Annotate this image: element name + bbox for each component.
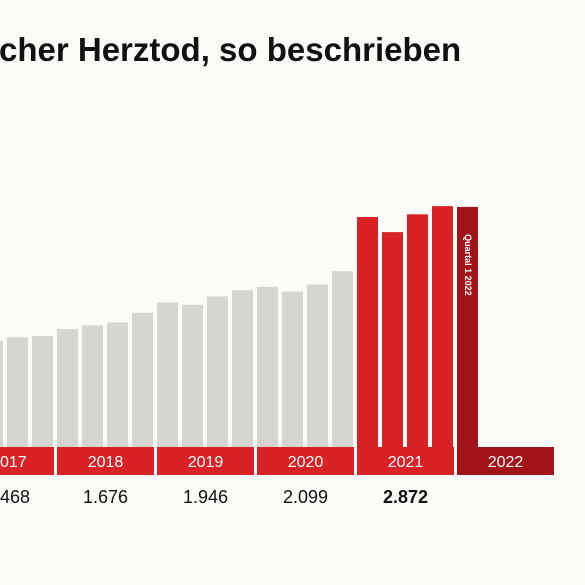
bar-2018-q2 — [82, 325, 103, 447]
bar-2020-q1 — [257, 286, 278, 447]
bar-2021-q2 — [382, 232, 403, 447]
bar-2020-q2 — [282, 291, 303, 447]
bar-2018-q1 — [57, 329, 78, 447]
year-total-2021: 2.872 — [383, 487, 428, 507]
bar-2021-q4 — [432, 206, 453, 447]
year-label-2018: 2018 — [88, 454, 124, 471]
year-band-2022 — [457, 447, 554, 475]
bar-2019-q3 — [207, 296, 228, 447]
year-band: 017 2018 2019 2020 2021 2022 — [0, 447, 554, 475]
year-band-2018 — [57, 447, 154, 475]
bar-2019-q1 — [157, 302, 178, 447]
bar-annotation: Quartal 1 2022 — [463, 234, 473, 296]
bar-2019-q4 — [232, 290, 253, 447]
bar-017-q4 — [32, 335, 53, 447]
year-band-2020 — [257, 447, 354, 475]
year-label-2021: 2021 — [388, 454, 424, 471]
year-total-017: 468 — [0, 487, 30, 507]
bar-2021-q1 — [357, 216, 378, 447]
year-total-2018: 1.676 — [83, 487, 128, 507]
bars: Quartal 1 2022 — [0, 206, 478, 447]
bar-2018-q3 — [107, 322, 128, 447]
bar-2019-q2 — [182, 304, 203, 447]
year-band-017 — [0, 447, 54, 475]
year-band-2019 — [157, 447, 254, 475]
chart-title: cher Herztod, so beschrieben — [0, 31, 461, 68]
year-totals: 468 1.676 1.946 2.099 2.872 — [0, 487, 428, 507]
bar-2020-q3 — [307, 284, 328, 447]
year-total-2019: 1.946 — [183, 487, 228, 507]
bar-2022-q1 — [457, 206, 478, 447]
year-total-2020: 2.099 — [283, 487, 328, 507]
bar-2020-q4 — [332, 271, 353, 447]
bar-017-q2 — [0, 340, 3, 447]
bar-2021-q3 — [407, 214, 428, 447]
year-label-017: 017 — [0, 454, 27, 471]
year-label-2020: 2020 — [288, 454, 324, 471]
year-band-2021 — [357, 447, 454, 475]
bar-2018-q4 — [132, 312, 153, 447]
year-label-2019: 2019 — [188, 454, 224, 471]
bar-017-q3 — [7, 337, 28, 447]
year-label-2022: 2022 — [488, 454, 524, 471]
